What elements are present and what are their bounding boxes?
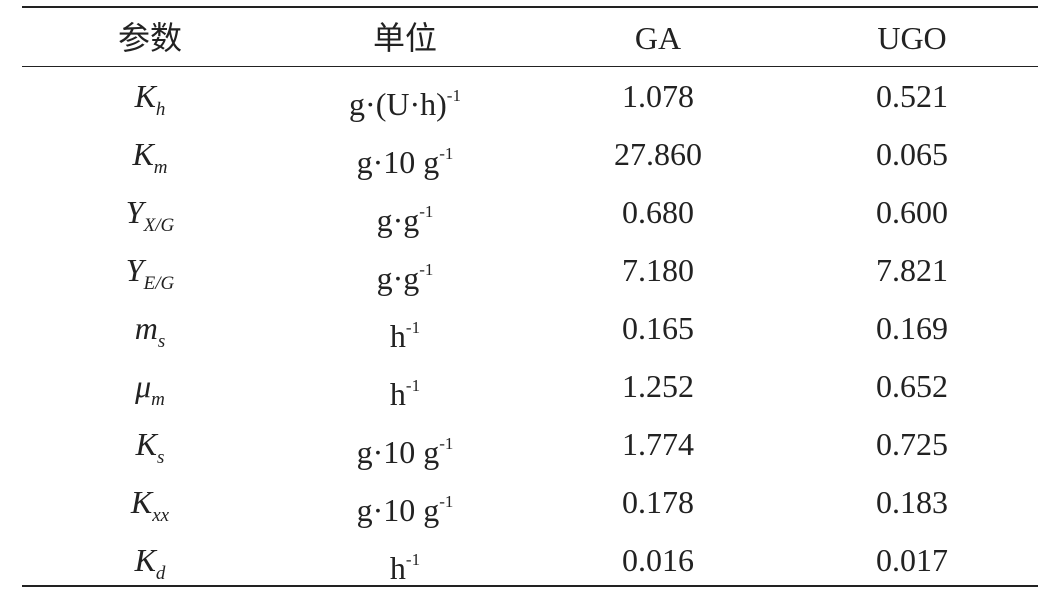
parameter-symbol: K: [132, 136, 154, 172]
parameter-subscript: E/G: [143, 273, 175, 294]
unit-cell: h-1: [280, 308, 530, 356]
unit-base: g·g: [376, 260, 420, 296]
unit-exponent: -1: [405, 550, 421, 569]
ugo-value: 0.521: [876, 78, 948, 114]
ugo-value: 0.065: [876, 136, 948, 172]
unit-cell: h-1: [280, 366, 530, 414]
parameter-subscript: h: [155, 99, 166, 120]
parameter-symbol: K: [135, 426, 157, 462]
ga-value: 1.252: [622, 368, 694, 404]
ga-value: 0.016: [622, 542, 694, 578]
ga-value: 27.860: [614, 136, 702, 172]
header-cell: 参数: [117, 20, 182, 56]
parameter-symbol: K: [134, 78, 156, 114]
parameter-cell: Kxx: [25, 482, 275, 536]
unit-exponent: -1: [405, 318, 421, 337]
ugo-value: 0.600: [876, 194, 948, 230]
parameter-symbol: Y: [125, 194, 144, 230]
ga-value: 0.178: [622, 484, 694, 520]
parameter-cell: Kh: [25, 76, 275, 130]
parameter-subscript: m: [153, 157, 168, 178]
unit-exponent: -1: [446, 86, 461, 105]
parameter-subscript: xx: [152, 505, 170, 526]
parameter-subscript: m: [151, 389, 165, 410]
unit-base: h: [389, 318, 406, 354]
unit-exponent: -1: [419, 202, 434, 221]
ga-value: 7.180: [622, 252, 694, 288]
ugo-value: 0.183: [876, 484, 948, 520]
ga-value: 1.774: [622, 426, 694, 462]
top-rule: [22, 6, 1038, 8]
unit-exponent: -1: [439, 434, 454, 453]
parameter-subscript: s: [157, 331, 166, 352]
parameter-cell: YE/G: [25, 250, 275, 304]
unit-cell: g·g-1: [280, 250, 530, 298]
parameter-cell: Kd: [25, 540, 275, 594]
parameter-symbol: K: [130, 484, 153, 520]
parameter-cell: Ks: [25, 424, 275, 478]
ugo-value: 0.169: [876, 310, 948, 346]
ugo-value: 7.821: [876, 252, 948, 288]
parameter-symbol: Y: [125, 252, 144, 288]
parameter-cell: Km: [25, 134, 275, 188]
parameter-cell: YX/G: [25, 192, 275, 246]
header-cell: 单位: [372, 20, 437, 56]
ugo-value: 0.725: [876, 426, 948, 462]
unit-base: g·10 g: [356, 144, 440, 180]
ugo-value: 0.017: [876, 542, 948, 578]
unit-base: h: [389, 550, 406, 586]
parameter-cell: ms: [25, 308, 275, 362]
ugo-value: 0.652: [876, 368, 948, 404]
unit-base: g·10 g: [356, 434, 440, 470]
unit-cell: g·g-1: [280, 192, 530, 240]
ga-value: 0.680: [622, 194, 694, 230]
unit-base: h: [389, 376, 406, 412]
parameter-symbol: K: [134, 542, 156, 578]
unit-exponent: -1: [405, 376, 421, 395]
unit-cell: g·10 g-1: [280, 482, 530, 530]
unit-cell: g·10 g-1: [280, 134, 530, 182]
bottom-rule: [22, 585, 1038, 587]
header-cell: GA: [634, 20, 682, 56]
header-rule: [22, 66, 1038, 67]
parameter-subscript: s: [156, 447, 165, 468]
parameter-symbol: m: [134, 310, 158, 346]
unit-exponent: -1: [419, 260, 434, 279]
unit-base: g·10 g: [356, 492, 440, 528]
unit-base: g·(U·h): [349, 86, 447, 122]
unit-exponent: -1: [439, 144, 454, 163]
header-cell: UGO: [877, 20, 947, 56]
unit-base: g·g: [376, 202, 420, 238]
unit-cell: h-1: [280, 540, 530, 588]
parameter-subscript: X/G: [143, 215, 175, 236]
unit-cell: g·10 g-1: [280, 424, 530, 472]
parameter-cell: μm: [25, 366, 275, 420]
ga-value: 0.165: [622, 310, 694, 346]
parameter-subscript: d: [155, 563, 166, 584]
unit-exponent: -1: [439, 492, 454, 511]
parameter-symbol: μ: [135, 368, 152, 404]
ga-value: 1.078: [622, 78, 694, 114]
unit-cell: g·(U·h)-1: [280, 76, 530, 124]
